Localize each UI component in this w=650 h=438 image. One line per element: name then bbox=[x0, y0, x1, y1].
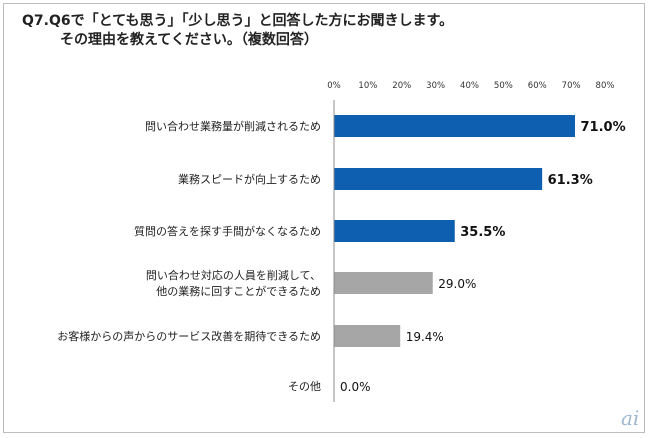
category-label: 問い合わせ業務量が削減されるため bbox=[145, 119, 321, 133]
category-label: お客様からの声からのサービス改善を期待できるため bbox=[57, 329, 321, 343]
title-line-2: その理由を教えてください。（複数回答） bbox=[60, 32, 318, 48]
bar bbox=[334, 220, 455, 242]
data-label: 71.0% bbox=[581, 120, 626, 135]
data-label: 35.5% bbox=[460, 225, 505, 240]
x-tick-label: 60% bbox=[528, 81, 547, 91]
title-line-1: Q7.Q6で「とても思う」「少し思う」と回答した方にお聞きします。 bbox=[22, 13, 454, 29]
bar bbox=[334, 325, 401, 347]
chart-title: Q7.Q6で「とても思う」「少し思う」と回答した方にお聞きします。 その理由を教… bbox=[22, 12, 453, 50]
data-label: 0.0% bbox=[340, 380, 371, 394]
watermark-text: ai bbox=[621, 406, 639, 430]
x-tick-label: 50% bbox=[494, 81, 513, 91]
category-label: 業務スピードが向上するため bbox=[178, 172, 321, 186]
x-tick-label: 40% bbox=[460, 81, 479, 91]
x-tick-label: 20% bbox=[392, 81, 411, 91]
data-label: 29.0% bbox=[438, 277, 476, 291]
bar bbox=[334, 272, 433, 294]
x-tick-label: 80% bbox=[596, 81, 615, 91]
category-label: その他 bbox=[288, 380, 321, 393]
data-label: 19.4% bbox=[406, 330, 444, 344]
chart-frame bbox=[3, 3, 645, 433]
category-label: 問い合わせ対応の人員を削減して、 bbox=[146, 268, 321, 282]
category-label: 質問の答えを探す手間がなくなるため bbox=[134, 224, 321, 238]
x-tick-label: 30% bbox=[426, 81, 445, 91]
x-tick-label: 10% bbox=[358, 81, 377, 91]
ai-logo-watermark: ai bbox=[621, 406, 639, 430]
category-label: 他の業務に回すことができるため bbox=[156, 284, 321, 298]
x-tick-label: 0% bbox=[327, 81, 341, 91]
bar bbox=[334, 115, 576, 137]
bar bbox=[334, 168, 543, 190]
x-tick-label: 70% bbox=[562, 81, 581, 91]
data-label: 61.3% bbox=[548, 173, 593, 188]
